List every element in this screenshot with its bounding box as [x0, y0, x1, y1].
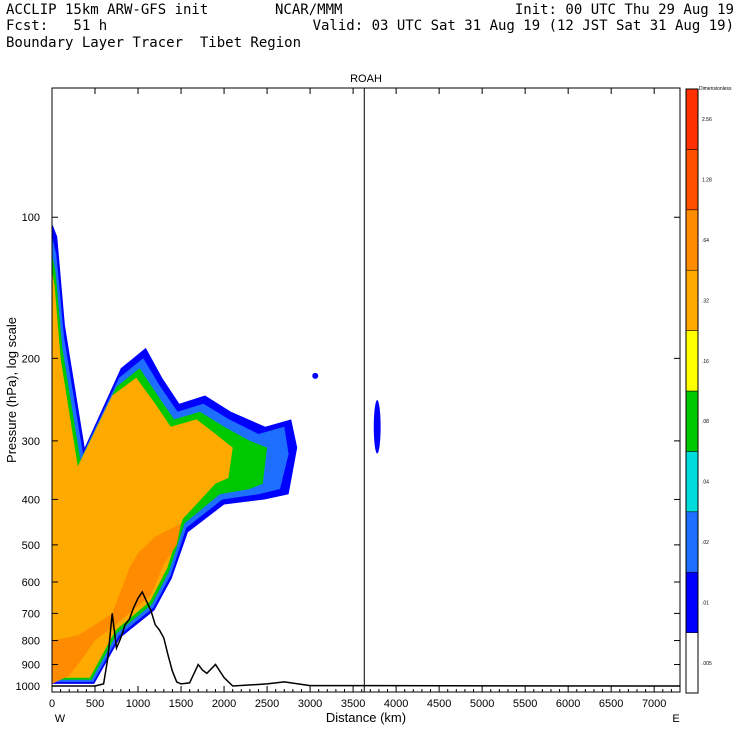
colorbar-title: Dimensionless	[699, 86, 732, 92]
y-tick-label: 300	[22, 436, 40, 448]
x-tick-label: 6500	[599, 698, 623, 710]
colorbar-frame	[685, 88, 699, 694]
colorbar-segment	[685, 571, 699, 633]
x-tick-label: 1500	[169, 698, 193, 710]
colorbar-segment	[685, 511, 699, 573]
x-tick-label: 4500	[427, 698, 451, 710]
y-tick-label: 800	[22, 636, 40, 648]
x-tick-label: 1000	[126, 698, 150, 710]
y-tick-label: 600	[22, 577, 40, 589]
y-tick-label: 1000	[16, 681, 40, 693]
plot-frame	[51, 87, 681, 693]
colorbar-level-label: .02	[702, 540, 709, 546]
x-tick-label: 5500	[513, 698, 537, 710]
colorbar-level-label: 2.56	[702, 117, 712, 123]
tracer-region-5	[52, 523, 181, 684]
tracer-blob-0	[312, 372, 319, 379]
header-left-line2: Fcst: 51 h	[6, 18, 108, 34]
colorbar-segment	[685, 88, 699, 150]
tracer-blob-1	[373, 400, 381, 454]
y-tick-label: 500	[22, 540, 40, 552]
colorbar-level-label: .16	[702, 359, 709, 365]
header-left-line3: Boundary Layer Tracer Tibet Region	[6, 35, 302, 51]
colorbar-level-label: .32	[702, 298, 709, 304]
colorbar-level-label: .08	[702, 419, 709, 425]
colorbar-segment	[685, 269, 699, 331]
x-tick-label: 7000	[642, 698, 666, 710]
x-tick-label: 500	[86, 698, 104, 710]
x-tick-label: 3500	[341, 698, 365, 710]
x-tick-label: 0	[49, 698, 55, 710]
header-center-line1: NCAR/MMM	[275, 2, 343, 18]
colorbar-segment	[685, 149, 699, 211]
x-tick-label: 5000	[470, 698, 494, 710]
x-tick-label: 6000	[556, 698, 580, 710]
colorbar-segment	[685, 330, 699, 392]
colorbar-segment	[685, 390, 699, 452]
y-tick-label: 700	[22, 608, 40, 620]
x-end-right-label: E	[672, 713, 679, 725]
y-tick-label: 100	[22, 212, 40, 224]
x-tick-label: 2000	[212, 698, 236, 710]
colorbar-segment	[685, 632, 699, 694]
colorbar-segment	[685, 209, 699, 271]
colorbar-level-label: .005	[702, 661, 712, 667]
colorbar-level-label: .64	[702, 238, 709, 244]
colorbar-segment	[685, 451, 699, 513]
x-end-left-label: W	[55, 713, 66, 725]
colorbar-level-label: .04	[702, 480, 709, 486]
colorbar-level-label: 1.28	[702, 178, 712, 184]
header-right-line1: Init: 00 UTC Thu 29 Aug 19	[514, 2, 734, 18]
y-tick-label: 400	[22, 494, 40, 506]
y-tick-label: 200	[22, 353, 40, 365]
chart-title: ROAH	[350, 73, 382, 85]
x-tick-label: 2500	[255, 698, 279, 710]
tracer-region-4	[52, 270, 233, 678]
header-left-line1: ACCLIP 15km ARW-GFS init	[6, 2, 209, 18]
y-tick-label: 900	[22, 660, 40, 672]
y-axis-label: Pressure (hPa), log scale	[4, 317, 19, 463]
x-axis-label: Distance (km)	[326, 710, 406, 725]
header-right-line2: Valid: 03 UTC Sat 31 Aug 19 (12 JST Sat …	[312, 18, 734, 34]
x-tick-label: 3000	[298, 698, 322, 710]
colorbar-level-label: .01	[702, 600, 709, 606]
terrain-line	[52, 590, 681, 687]
x-tick-label: 4000	[384, 698, 408, 710]
